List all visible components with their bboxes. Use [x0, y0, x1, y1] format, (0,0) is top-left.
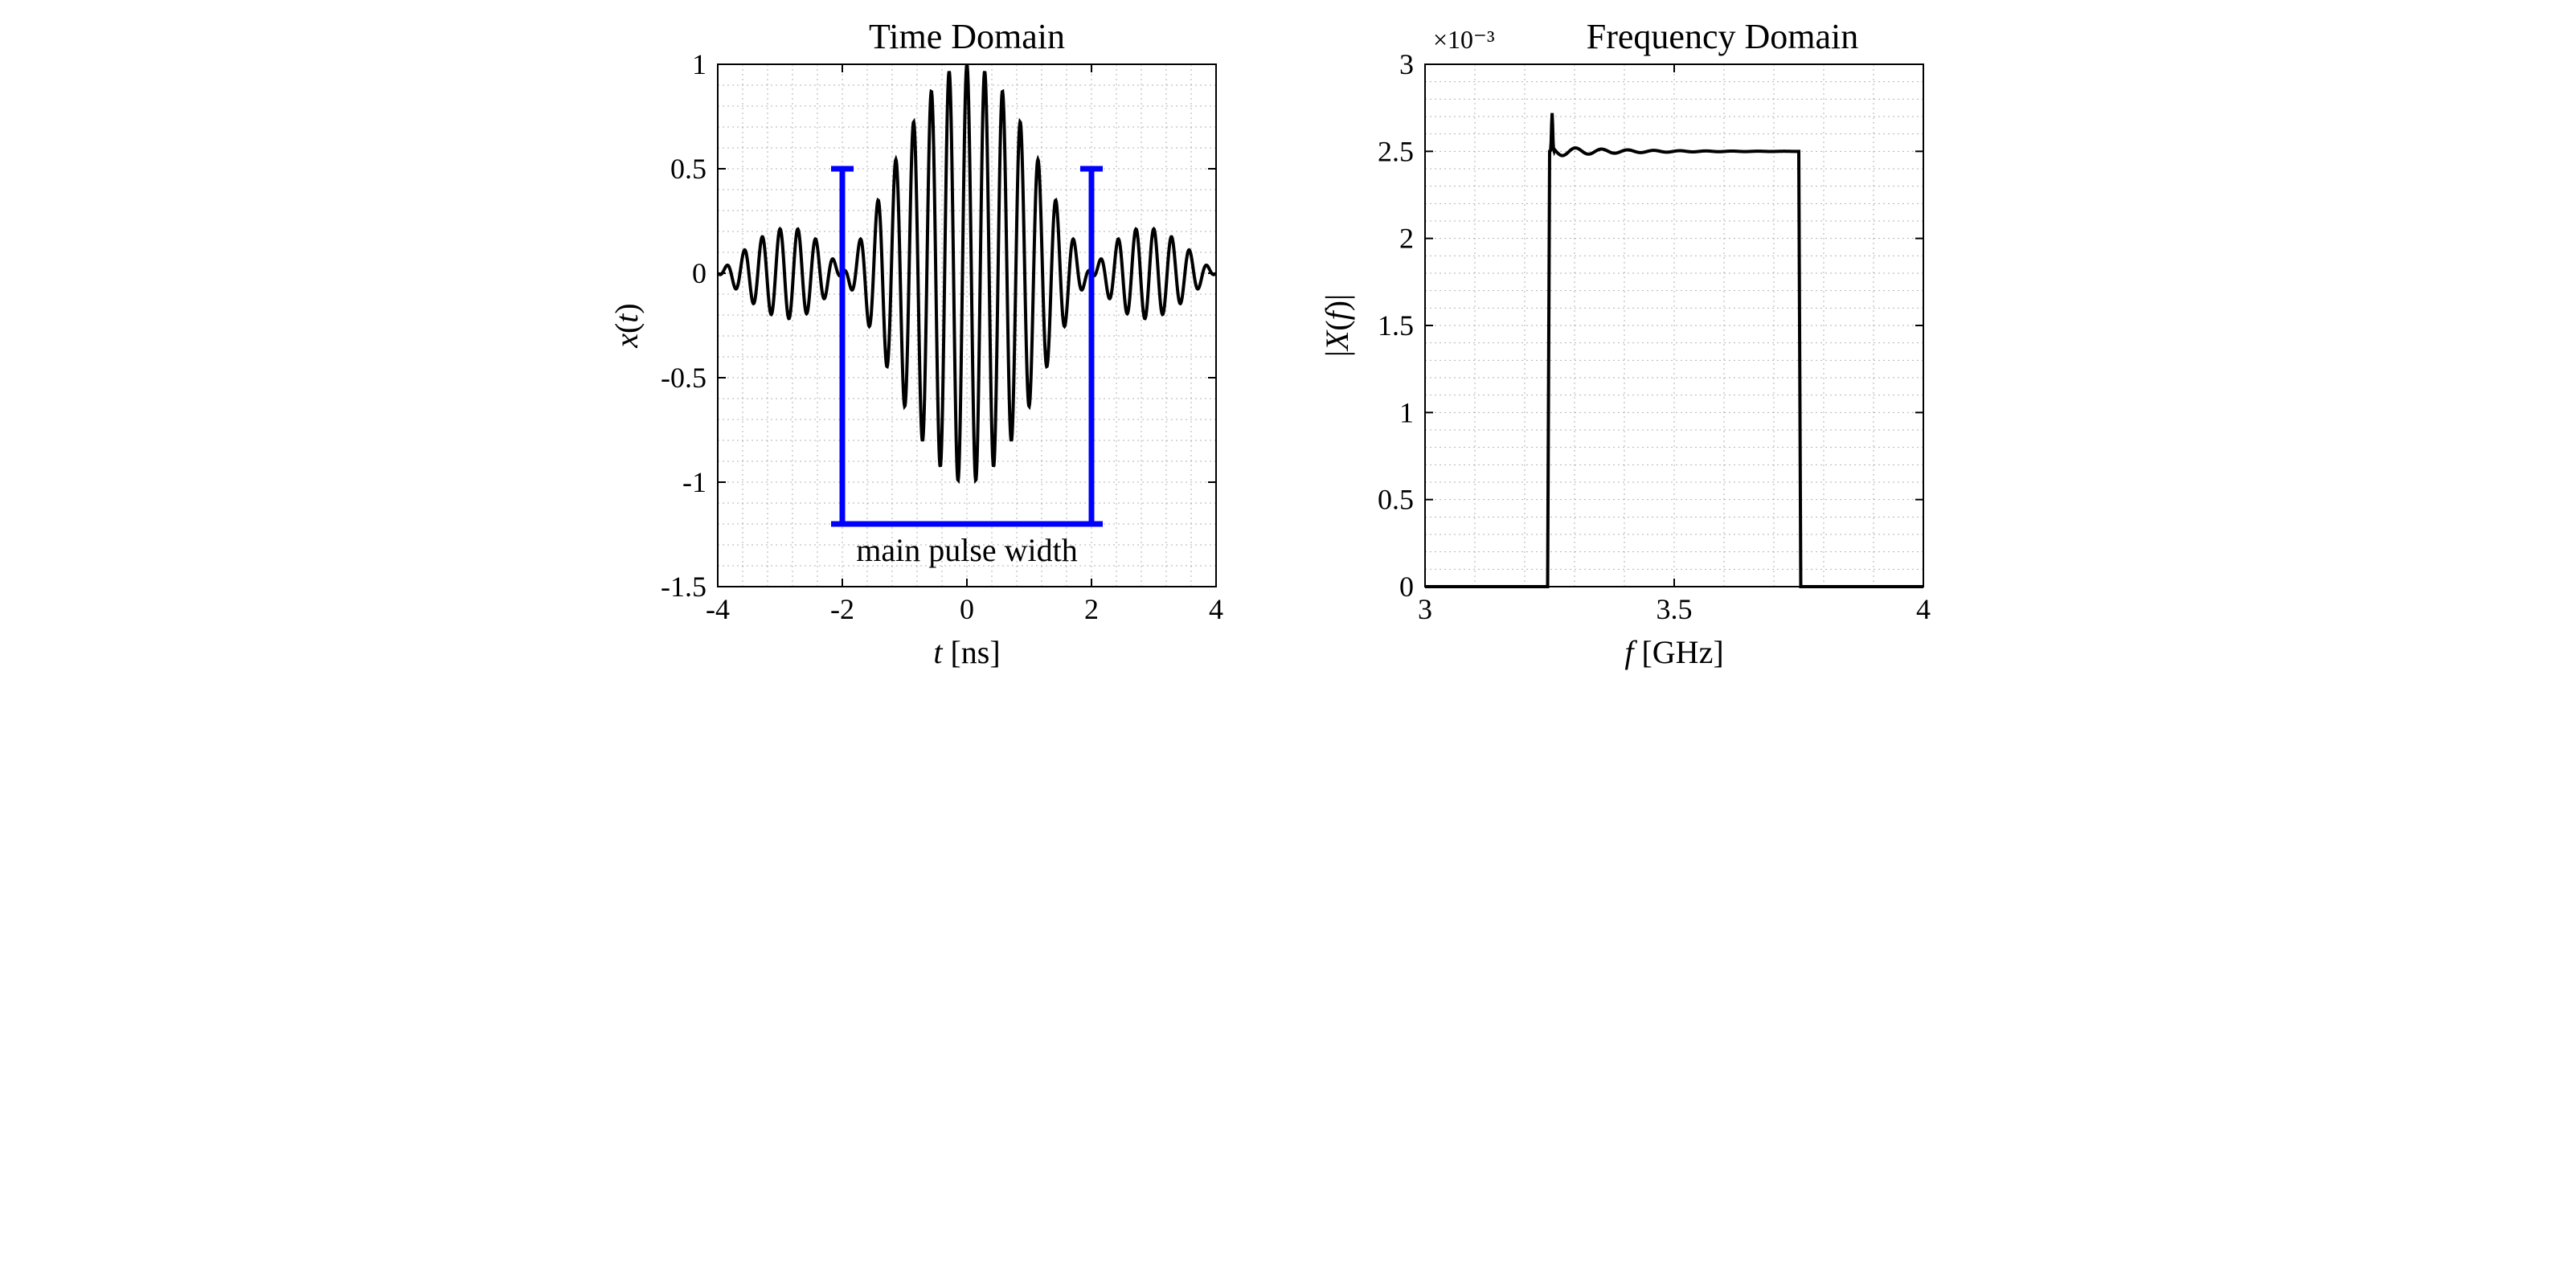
svg-text:1.5: 1.5	[1378, 309, 1414, 342]
time-domain-panel: Time Domain -4 -2 0 2 4 -1.5 -1 -0.5 0 0.5 1 main pu…	[605, 16, 1264, 707]
svg-text:-1.5: -1.5	[661, 571, 706, 603]
svg-text:f [GHz]: f [GHz]	[1624, 634, 1723, 670]
svg-text:2: 2	[1084, 593, 1099, 625]
svg-text:0.5: 0.5	[670, 153, 706, 185]
svg-text:-1: -1	[682, 466, 706, 498]
svg-text:4: 4	[1209, 593, 1223, 625]
svg-text:1: 1	[692, 48, 706, 80]
freq-domain-panel: Frequency Domain ×10⁻³ 3 3.5 4 0 0.5 1 1.5 2 2.5 3 f…	[1313, 16, 1972, 707]
svg-text:Time Domain: Time Domain	[868, 17, 1064, 56]
svg-text:×10⁻³: ×10⁻³	[1433, 25, 1495, 54]
svg-text:x(t): x(t)	[608, 303, 645, 349]
svg-text:-2: -2	[830, 593, 854, 625]
svg-text:-0.5: -0.5	[661, 362, 706, 394]
svg-text:Frequency Domain: Frequency Domain	[1586, 17, 1857, 56]
svg-text:0.5: 0.5	[1378, 484, 1414, 516]
svg-text:-4: -4	[706, 593, 730, 625]
svg-text:0: 0	[692, 257, 706, 289]
svg-text:|X(f)|: |X(f)|	[1319, 294, 1355, 357]
svg-text:main pulse width: main pulse width	[856, 532, 1078, 568]
svg-text:3.5: 3.5	[1656, 593, 1692, 625]
svg-text:3: 3	[1399, 48, 1414, 80]
time-domain-svg: Time Domain -4 -2 0 2 4 -1.5 -1 -0.5 0 0.5 1 main pu…	[605, 16, 1264, 707]
svg-text:3: 3	[1418, 593, 1432, 625]
svg-text:4: 4	[1916, 593, 1931, 625]
svg-text:t [ns]: t [ns]	[933, 634, 1000, 670]
svg-text:2.5: 2.5	[1378, 135, 1414, 167]
svg-text:0: 0	[960, 593, 974, 625]
svg-text:0: 0	[1399, 571, 1414, 603]
freq-domain-svg: Frequency Domain ×10⁻³ 3 3.5 4 0 0.5 1 1.5 2 2.5 3 f…	[1313, 16, 1972, 707]
svg-text:2: 2	[1399, 223, 1414, 255]
figure-row: Time Domain -4 -2 0 2 4 -1.5 -1 -0.5 0 0.5 1 main pu…	[16, 16, 2560, 707]
svg-text:1: 1	[1399, 396, 1414, 428]
